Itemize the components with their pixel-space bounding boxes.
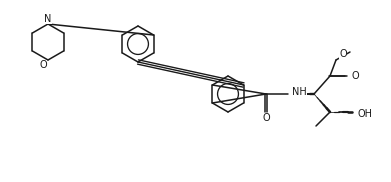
Text: O: O: [351, 71, 359, 81]
Text: O: O: [39, 60, 47, 70]
Text: O: O: [339, 49, 347, 59]
Text: O: O: [262, 113, 270, 123]
Text: N: N: [44, 14, 52, 24]
Text: OH: OH: [357, 109, 372, 119]
Text: NH: NH: [292, 87, 307, 97]
